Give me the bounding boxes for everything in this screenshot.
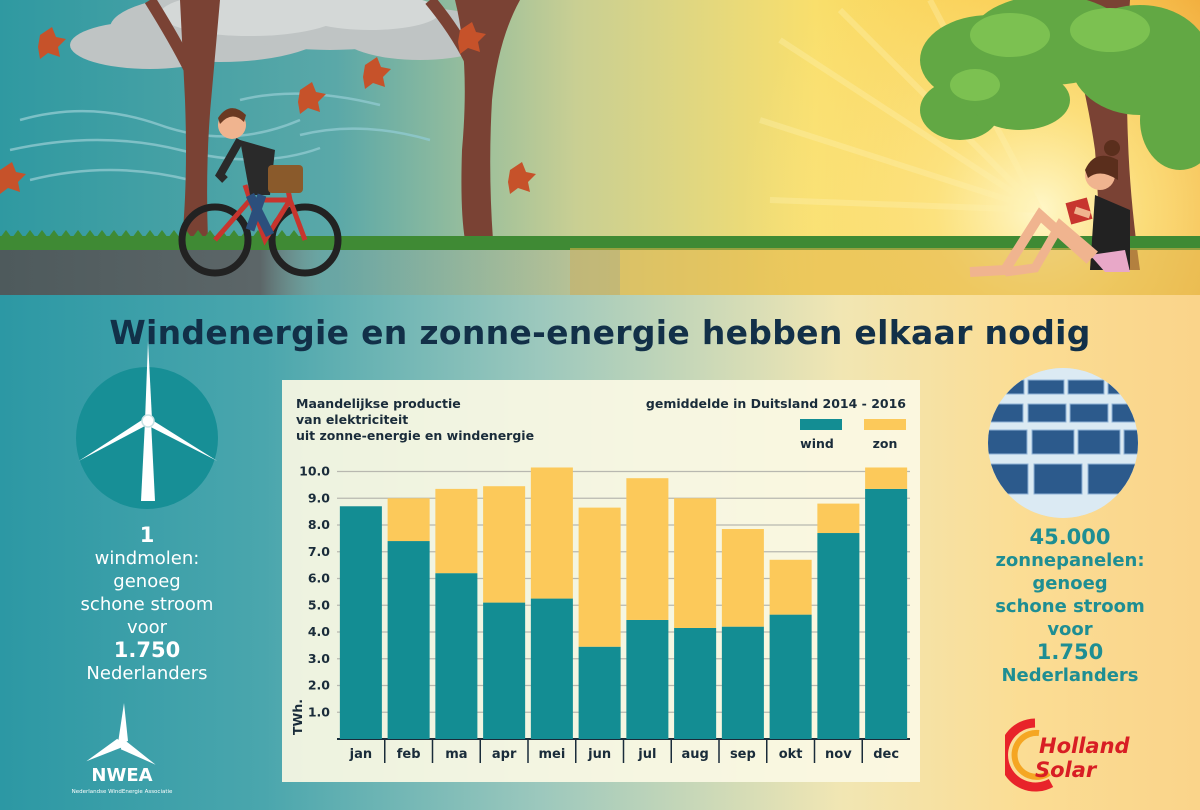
y-tick-label: 7.0 bbox=[308, 544, 330, 559]
bar-wind-aug bbox=[674, 627, 717, 739]
y-tick-label: 5.0 bbox=[308, 597, 330, 612]
reading-woman-illustration bbox=[969, 140, 1130, 277]
solar-panel-circle bbox=[988, 368, 1138, 518]
wind-people-number: 1.750 bbox=[113, 638, 181, 662]
bar-wind-ma bbox=[435, 573, 478, 739]
wind-voor: voor bbox=[126, 617, 168, 638]
y-tick-label: 10.0 bbox=[299, 464, 330, 479]
legend-swatch-wind bbox=[800, 419, 842, 430]
bar-zon-jul bbox=[626, 478, 669, 620]
bar-wind-feb bbox=[387, 541, 430, 739]
bar-zon-feb bbox=[387, 498, 430, 542]
nwea-logo-text: NWEA bbox=[91, 765, 152, 786]
solar-people-number: 1.750 bbox=[1036, 640, 1104, 664]
x-tick-label-feb: feb bbox=[397, 747, 421, 762]
chart-title-line-2: van elektriciteit bbox=[296, 412, 409, 427]
legend-label-wind: wind bbox=[800, 436, 834, 451]
nwea-logo: NWEA Nederlandse WindEnergie Associatie bbox=[72, 703, 173, 795]
bar-zon-dec bbox=[865, 467, 908, 489]
bar-wind-sep bbox=[721, 626, 764, 739]
x-tick-label-sep: sep bbox=[730, 747, 756, 762]
bar-wind-jun bbox=[578, 646, 621, 739]
solar-panel-icon bbox=[988, 368, 1138, 518]
windmill-label: windmolen: bbox=[94, 548, 200, 569]
x-tick-label-okt: okt bbox=[779, 747, 803, 762]
page-title: Windenergie en zonne-energie hebben elka… bbox=[109, 313, 1091, 352]
x-tick-label-mei: mei bbox=[538, 747, 565, 762]
wind-genoeg: genoeg bbox=[113, 571, 181, 592]
x-tick-label-dec: dec bbox=[873, 747, 899, 762]
bar-chart: 1.0 2.0 3.0 4.0 5.0 6.0 7.0 8.0 9.0 10.0 TWh. jan fe… bbox=[290, 419, 910, 763]
holland-solar-logo: Holland Solar bbox=[1005, 718, 1131, 792]
holland-logo-text: Holland bbox=[1039, 734, 1131, 758]
bar-zon-apr bbox=[483, 486, 526, 603]
x-tick-label-apr: apr bbox=[492, 747, 517, 762]
x-tick-label-aug: aug bbox=[681, 747, 708, 762]
bar-zon-jun bbox=[578, 507, 621, 647]
x-tick-label-jun: jun bbox=[587, 747, 611, 762]
scene-svg bbox=[0, 0, 1200, 295]
bar-zon-aug bbox=[674, 498, 717, 628]
header-illustration bbox=[0, 0, 1200, 295]
y-tick-label: 3.0 bbox=[308, 651, 330, 666]
bar-zon-nov bbox=[817, 503, 860, 534]
legend-label-zon: zon bbox=[873, 436, 898, 451]
bar-wind-apr bbox=[483, 602, 526, 739]
x-tick-label-ma: ma bbox=[445, 747, 467, 762]
wind-nederlanders: Nederlanders bbox=[86, 663, 208, 684]
bar-wind-jul bbox=[626, 619, 669, 739]
y-axis-label: TWh. bbox=[290, 699, 305, 735]
bar-zon-ma bbox=[435, 488, 478, 574]
solar-panel-label: zonnepanelen: bbox=[995, 550, 1145, 571]
y-tick-label: 2.0 bbox=[308, 678, 330, 693]
windmill-count: 1 bbox=[139, 523, 155, 547]
legend-swatch-zon bbox=[864, 419, 906, 430]
solar-voor: voor bbox=[1047, 619, 1093, 640]
y-tick-label: 6.0 bbox=[308, 571, 330, 586]
solar-logo-text: Solar bbox=[1035, 758, 1098, 782]
y-tick-label: 9.0 bbox=[308, 490, 330, 505]
solar-nederlanders: Nederlanders bbox=[1001, 665, 1139, 686]
x-tick-label-nov: nov bbox=[825, 747, 852, 762]
solar-info-text: 45.000 zonnepanelen: genoeg schone stroo… bbox=[970, 526, 1170, 687]
y-tick-label: 8.0 bbox=[308, 517, 330, 532]
bar-wind-okt bbox=[769, 614, 812, 739]
x-tick-label-jan: jan bbox=[349, 747, 372, 762]
chart-title-line-3: uit zonne-energie en windenergie bbox=[296, 428, 535, 443]
bar-zon-okt bbox=[769, 559, 812, 615]
y-tick-label: 4.0 bbox=[308, 624, 330, 639]
chart-title: Maandelijkse productie van elektriciteit… bbox=[296, 396, 534, 444]
wind-turbine-icon bbox=[78, 341, 218, 501]
nwea-logo-subtext: Nederlandse WindEnergie Associatie bbox=[72, 789, 173, 795]
bar-wind-nov bbox=[817, 533, 860, 739]
solar-schone-stroom: schone stroom bbox=[995, 596, 1145, 617]
wind-schone-stroom: schone stroom bbox=[80, 594, 214, 615]
y-tick-label: 1.0 bbox=[308, 704, 330, 719]
cyclist-illustration bbox=[178, 108, 342, 277]
solar-panel-count: 45.000 bbox=[1029, 525, 1111, 549]
bar-wind-jan bbox=[339, 506, 382, 739]
bar-wind-dec bbox=[865, 488, 908, 739]
bar-wind-mei bbox=[530, 598, 573, 739]
wind-info-text: 1 windmolen: genoeg schone stroom voor 1… bbox=[52, 524, 242, 685]
chart-subtitle: gemiddelde in Duitsland 2014 - 2016 bbox=[645, 396, 906, 411]
x-tick-label-jul: jul bbox=[637, 747, 656, 762]
solar-genoeg: genoeg bbox=[1032, 573, 1108, 594]
chart-title-line-1: Maandelijkse productie bbox=[296, 396, 461, 411]
bar-zon-mei bbox=[530, 467, 573, 599]
bar-zon-sep bbox=[721, 529, 764, 627]
